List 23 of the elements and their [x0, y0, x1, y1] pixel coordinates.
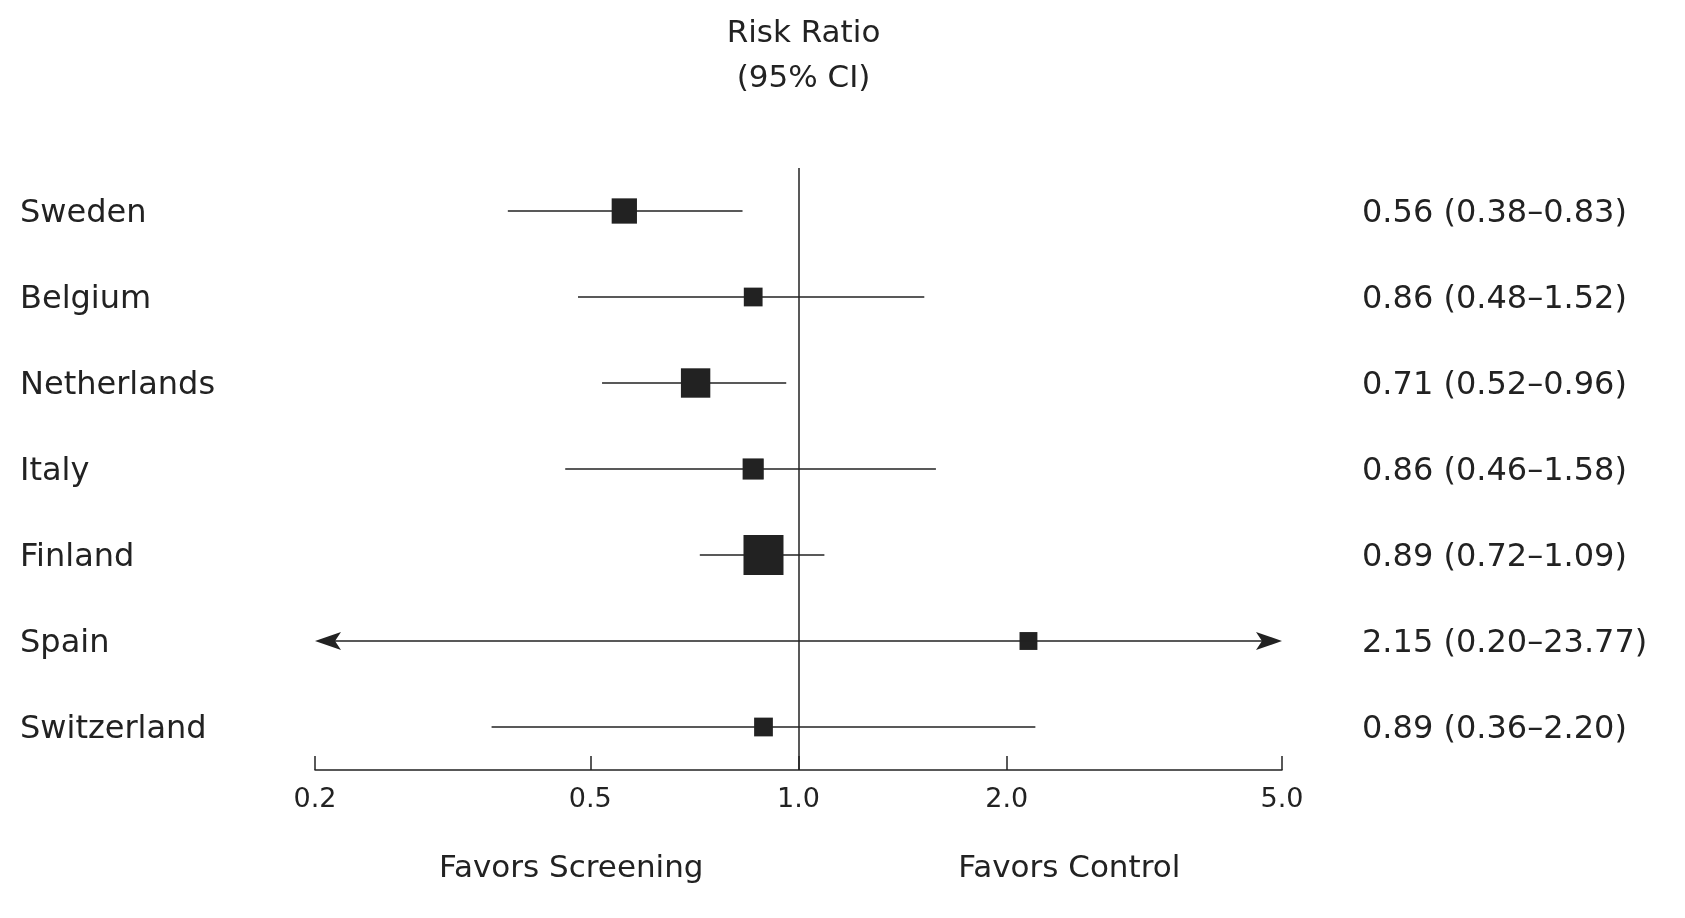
x-tick-label: 0.5 — [568, 782, 612, 813]
x-tick-label: 1.0 — [777, 782, 820, 813]
chart-title: Risk Ratio — [726, 12, 881, 49]
text: 0.56 (0.38–0.83) — [1362, 192, 1627, 230]
chart-subtitle: (95% CI) — [736, 57, 871, 94]
y-tick-label: Belgium — [20, 278, 152, 316]
text: 0.86 (0.48–1.52) — [1362, 278, 1627, 316]
text: 0.89 (0.36–2.20) — [1362, 708, 1627, 746]
y-tick-label: Spain — [20, 622, 110, 660]
y-tick-label: Switzerland — [20, 708, 207, 746]
text: 2.15 (0.20–23.77) — [1362, 622, 1648, 660]
text: Favors Screening — [438, 847, 704, 884]
text: 0.71 (0.52–0.96) — [1362, 364, 1627, 402]
text: 0.86 (0.46–1.58) — [1362, 450, 1627, 488]
y-tick-label: Italy — [20, 450, 90, 488]
y-tick-label: Finland — [20, 536, 135, 574]
x-tick-label: 0.2 — [293, 782, 337, 813]
y-tick-label: Sweden — [20, 192, 147, 230]
x-tick-label: 2.0 — [985, 782, 1029, 813]
y-tick-label: Netherlands — [20, 364, 216, 402]
text: Favors Control — [958, 847, 1181, 884]
x-tick-label: 5.0 — [1260, 782, 1304, 813]
text: 0.89 (0.72–1.09) — [1362, 536, 1627, 574]
